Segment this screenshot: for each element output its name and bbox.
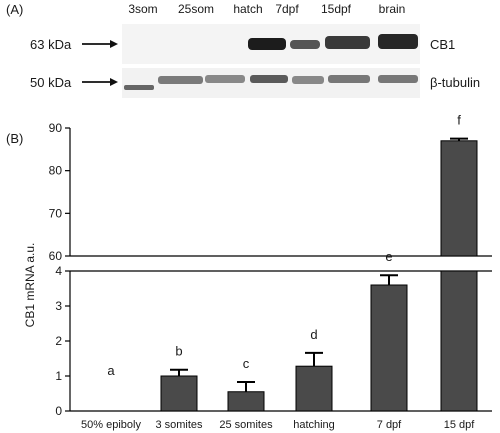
- lane-label: hatch: [233, 2, 262, 16]
- significance-letter: a: [107, 363, 115, 378]
- significance-letter: f: [457, 113, 461, 128]
- significance-letter: b: [175, 344, 182, 359]
- y-tick-label: 90: [49, 121, 63, 135]
- lane-label: brain: [379, 2, 406, 16]
- y-tick-label: 80: [49, 164, 63, 178]
- y-tick-label: 70: [49, 206, 63, 220]
- lane-label: 3som: [128, 2, 157, 16]
- marker-50kda-label: 50 kDa: [30, 75, 72, 90]
- bar: [295, 365, 333, 412]
- y-tick-label: 4: [55, 264, 62, 278]
- bar: [440, 270, 478, 412]
- bar-chart: 0 1 2 3 460 70 80 90 a 50% epiboly b 3 somites c 25 s…: [49, 113, 492, 431]
- cb1-blot-label: CB1: [430, 37, 455, 52]
- lane-labels: 3som 25som hatch 7dpf 15dpf brain: [128, 2, 405, 16]
- y-tick-label: 2: [55, 334, 62, 348]
- panel-b-label: (B): [6, 131, 23, 146]
- lane-label: 15dpf: [321, 2, 352, 16]
- panel-a-label: (A): [6, 2, 23, 17]
- category-label: hatching: [293, 419, 335, 431]
- category-label: 7 dpf: [377, 419, 402, 431]
- arrow-icon: [82, 78, 118, 86]
- tubulin-blot-label: β-tubulin: [430, 75, 480, 90]
- lane-label: 7dpf: [275, 2, 299, 16]
- significance-letter: d: [310, 327, 317, 342]
- y-tick-label: 60: [49, 249, 63, 263]
- y-axis-label: CB1 mRNA a.u.: [23, 243, 37, 328]
- cb1-blot: [122, 24, 420, 64]
- category-label: 25 somites: [219, 419, 273, 431]
- bar: [160, 375, 198, 412]
- category-label: 15 dpf: [444, 419, 476, 431]
- arrow-icon: [82, 40, 118, 48]
- significance-letter: c: [243, 356, 250, 371]
- category-label: 50% epiboly: [81, 419, 141, 431]
- y-tick-label: 1: [55, 369, 62, 383]
- significance-letter: e: [385, 249, 392, 264]
- bar: [370, 284, 408, 412]
- category-label: 3 somites: [155, 419, 203, 431]
- lane-label: 25som: [178, 2, 214, 16]
- bar: [227, 391, 265, 412]
- marker-63kda-label: 63 kDa: [30, 37, 72, 52]
- y-tick-label: 0: [55, 404, 62, 418]
- tubulin-blot: [122, 68, 420, 98]
- y-tick-label: 3: [55, 299, 62, 313]
- bar: [440, 140, 478, 257]
